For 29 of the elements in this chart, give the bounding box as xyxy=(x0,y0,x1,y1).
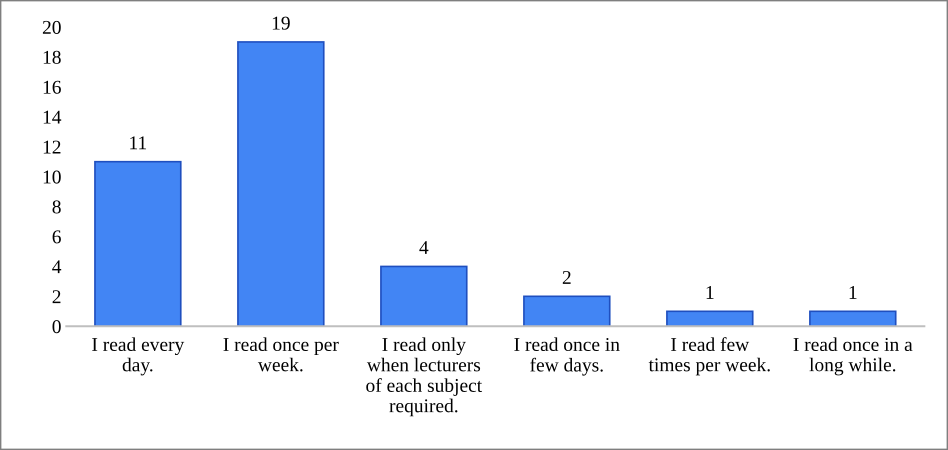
bar xyxy=(380,266,468,326)
y-tick-label: 20 xyxy=(42,20,61,34)
y-tick-label: 4 xyxy=(52,260,62,274)
data-label: 11 xyxy=(130,136,146,150)
y-tick-label: 18 xyxy=(44,50,61,64)
bar xyxy=(809,310,897,326)
x-tick-label: I read once in a long while. xyxy=(794,337,912,376)
data-label: 4 xyxy=(419,241,428,254)
data-label: 19 xyxy=(272,16,290,30)
x-tick-label: I read once in few days. xyxy=(514,337,620,376)
y-tick-label: 14 xyxy=(44,110,62,124)
data-label: 1 xyxy=(706,286,714,299)
x-tick-label: I read only when lecturers of each subject required. xyxy=(366,337,482,416)
y-tick-label: 8 xyxy=(52,200,61,214)
y-tick-label: 16 xyxy=(44,80,61,94)
bar xyxy=(94,160,182,326)
x-tick-label: I read every day. xyxy=(92,337,184,376)
y-tick-label: 12 xyxy=(44,140,60,154)
y-tick-label: 2 xyxy=(52,290,60,304)
data-label: 1 xyxy=(850,286,856,299)
y-tick-label: 0 xyxy=(52,320,61,334)
bar xyxy=(237,41,325,326)
bar xyxy=(523,295,611,326)
y-tick-label: 6 xyxy=(52,230,61,244)
x-tick-label: I read once per week. xyxy=(224,337,339,372)
bar xyxy=(666,310,754,326)
data-label: 2 xyxy=(562,270,571,284)
x-tick-label: I read few times per week. xyxy=(648,337,770,376)
y-tick-label: 10 xyxy=(44,170,61,184)
